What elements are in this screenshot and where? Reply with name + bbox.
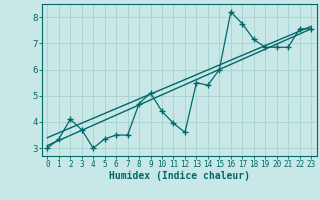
X-axis label: Humidex (Indice chaleur): Humidex (Indice chaleur)	[109, 171, 250, 181]
